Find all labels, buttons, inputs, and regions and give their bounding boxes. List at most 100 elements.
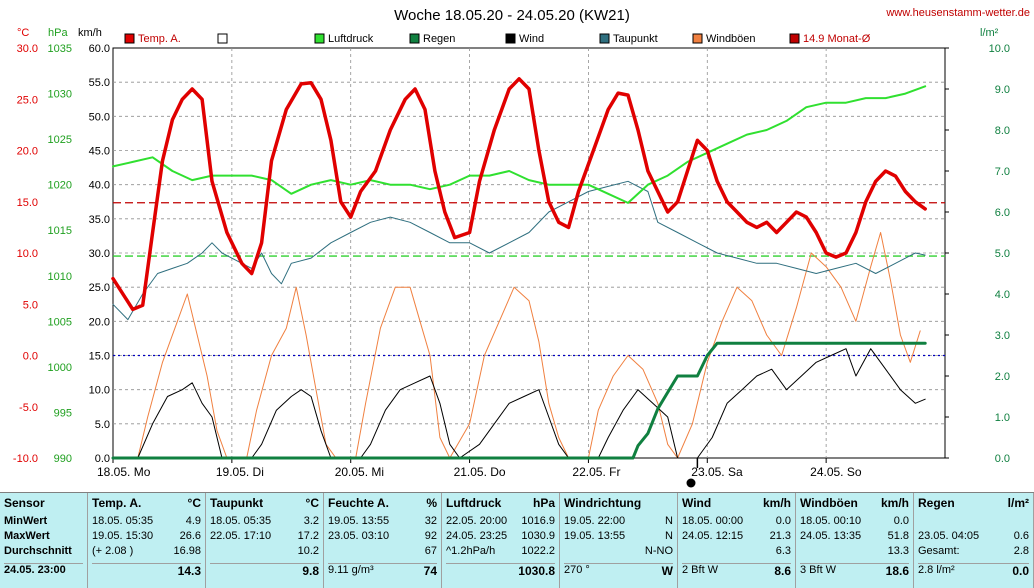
stats-current-value: 74 xyxy=(423,564,437,578)
stats-current-label: 24.05. 23:00 xyxy=(4,564,66,576)
tick-label-wind: 45.0 xyxy=(89,146,110,158)
stats-column: Regen l/m² 23.05. 04:05 0.6 Gesamt: 2.8 2.8 l/… xyxy=(914,493,1034,588)
stats-row: 23.05. 04:05 0.6 xyxy=(918,530,1029,544)
stats-row: 22.05. 17:10 17.2 xyxy=(210,530,319,544)
legend-swatch xyxy=(409,33,420,44)
site-link[interactable]: www.heusenstamm-wetter.de xyxy=(885,7,1030,19)
stats-row: 18.05. 05:35 3.2 xyxy=(210,515,319,529)
legend-swatch xyxy=(599,33,610,44)
stats-cell-value: 0.6 xyxy=(1013,530,1029,542)
stats-row: 24.05. 13:35 51.8 xyxy=(800,530,909,544)
stats-cell-value: N-NO xyxy=(644,545,673,557)
stats-row: 18.05. 05:35 4.9 xyxy=(92,515,201,529)
stats-cell-value: 3.2 xyxy=(303,515,319,527)
stats-row: 22.05. 20:00 1016.9 xyxy=(446,515,555,529)
legend-swatch xyxy=(217,33,228,44)
tick-label-pressure: 995 xyxy=(54,407,72,419)
stats-current-value: 9.8 xyxy=(302,564,319,578)
stats-cell-value: 26.6 xyxy=(179,530,201,542)
stats-row: 6.3 xyxy=(682,545,791,559)
stats-row: 10.2 xyxy=(210,545,319,559)
stats-cell-label: 18.05. 05:35 xyxy=(92,515,154,527)
stats-row: 67 xyxy=(328,545,437,559)
stats-cell-value: 4.9 xyxy=(185,515,201,527)
legend-label: Windböen xyxy=(706,33,756,45)
stats-unit: km/h xyxy=(762,496,791,510)
stats-header: Regen l/m² xyxy=(918,496,1029,510)
tick-label-x: 19.05. Di xyxy=(216,465,264,479)
stats-row: 19.05. 15:30 26.6 xyxy=(92,530,201,544)
tick-label-wind: 0.0 xyxy=(95,453,110,465)
stats-column: Wind km/h 18.05. 00:00 0.0 24.05. 12:15 21.3 6… xyxy=(678,493,796,588)
stats-cell-value: 0.0 xyxy=(893,515,909,527)
stats-cell-value: 1030.9 xyxy=(521,530,555,542)
stats-column: Sensor MinWert MaxWert Durchschnitt 24.05. 2… xyxy=(0,493,88,588)
stats-row: 18.05. 00:00 0.0 xyxy=(682,515,791,529)
series-line-luftdruck xyxy=(112,85,927,204)
stats-cell-value: 17.2 xyxy=(297,530,319,542)
stats-cell-value: 2.8 xyxy=(1013,545,1029,557)
tick-label-temp: 0.0 xyxy=(23,351,38,363)
legend-swatch xyxy=(124,33,135,44)
stats-row xyxy=(918,515,1029,529)
stats-cell-label: MinWert xyxy=(4,515,48,527)
tick-label-wind: 55.0 xyxy=(89,77,110,89)
stats-cell-label: 19.05. 13:55 xyxy=(564,530,626,542)
stats-cell-label: 19.05. 15:30 xyxy=(92,530,154,542)
tick-label-temp: 25.0 xyxy=(17,94,38,106)
tick-label-rain: 4.0 xyxy=(995,289,1010,301)
series-line-windben xyxy=(112,232,921,459)
stats-cell-value: 51.8 xyxy=(887,530,909,542)
stats-cell-label: 18.05. 00:00 xyxy=(682,515,744,527)
tick-label-temp: 30.0 xyxy=(17,43,38,55)
stats-current-label: 9.11 g/m³ xyxy=(328,564,374,576)
stats-header: Taupunkt °C xyxy=(210,496,319,510)
stats-current-value: 0.0 xyxy=(1012,564,1029,578)
stats-cell-label: 24.05. 12:15 xyxy=(682,530,744,542)
stats-header: Temp. A. °C xyxy=(92,496,201,510)
stats-current: 9.8 xyxy=(210,563,319,580)
stats-cell-label: 18.05. 05:35 xyxy=(210,515,272,527)
tick-label-temp: 5.0 xyxy=(23,299,38,311)
tick-label-rain: 6.0 xyxy=(995,207,1010,219)
series-line-taupunkt xyxy=(112,180,926,321)
axes: 30.0 25.0 20.0 15.0 10.0 5.0 0.0 -5.0 -10.0 1035 1… xyxy=(13,43,1010,479)
stats-column: Luftdruck hPa 22.05. 20:00 1016.9 24.05. 23:… xyxy=(442,493,560,588)
stats-header: Windrichtung xyxy=(564,496,642,510)
tick-label-temp: 15.0 xyxy=(17,197,38,209)
stats-column: Windrichtung 19.05. 22:00 N 19.05. 13:55 N N-… xyxy=(560,493,678,588)
stats-row: (+ 2.08 ) 16.98 xyxy=(92,545,201,559)
stats-current-value: 1030.8 xyxy=(518,564,555,578)
legend-swatch xyxy=(692,33,703,44)
tick-label-wind: 5.0 xyxy=(95,419,110,431)
stats-cell-label: Durchschnitt xyxy=(4,545,72,557)
stats-cell-label: (+ 2.08 ) xyxy=(92,545,134,557)
stats-row: 19.05. 13:55 32 xyxy=(328,515,437,529)
stats-row: 23.05. 03:10 92 xyxy=(328,530,437,544)
tick-label-rain: 2.0 xyxy=(995,371,1010,383)
stats-row: Gesamt: 2.8 xyxy=(918,545,1029,559)
stats-cell-label: 23.05. 03:10 xyxy=(328,530,390,542)
stats-row: 18.05. 00:10 0.0 xyxy=(800,515,909,529)
legend-label: Regen xyxy=(423,33,455,45)
tick-label-temp: -5.0 xyxy=(19,402,38,414)
tick-label-rain: 0.0 xyxy=(995,453,1010,465)
stats-unit: hPa xyxy=(532,496,555,510)
tick-label-wind: 60.0 xyxy=(89,43,110,55)
tick-label-temp: -10.0 xyxy=(13,453,38,465)
stats-current-value: 18.6 xyxy=(885,564,909,578)
legend-label: Taupunkt xyxy=(613,33,658,45)
unit-kmh: km/h xyxy=(78,27,102,39)
stats-current-label: 270 ° xyxy=(564,564,590,576)
tick-label-temp: 10.0 xyxy=(17,248,38,260)
stats-row: ^1.2hPa/h 1022.2 xyxy=(446,545,555,559)
stats-current: 2.8 l/m² 0.0 xyxy=(918,563,1029,580)
stats-cell-value: 32 xyxy=(424,515,437,527)
tick-label-pressure: 1010 xyxy=(48,271,72,283)
tick-label-x: 22.05. Fr xyxy=(572,465,620,479)
tick-label-pressure: 1000 xyxy=(48,362,72,374)
reference-lines xyxy=(113,202,945,357)
legend-swatch xyxy=(314,33,325,44)
legend: Temp. A. Luftdruck Regen Wind Taupunkt Windbö… xyxy=(124,33,871,45)
stats-row: N-NO xyxy=(564,545,673,559)
